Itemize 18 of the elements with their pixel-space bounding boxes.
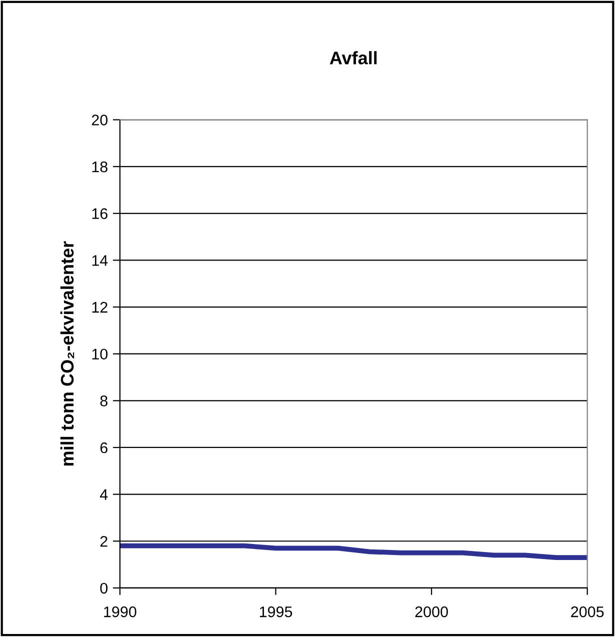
y-tick-label: 20 (92, 114, 108, 126)
x-tick-label: 1995 (260, 606, 292, 618)
y-tick-label: 10 (92, 348, 108, 360)
x-tick-label: 1990 (104, 606, 136, 618)
y-tick-label: 0 (100, 582, 108, 594)
y-tick-label: 2 (100, 536, 108, 547)
y-tick-label: 12 (92, 302, 108, 313)
line-series (120, 543, 588, 560)
y-axis-title: mill tonn CO₂-ekvivalenter (60, 241, 74, 466)
chart-title: Avfall (330, 51, 377, 64)
x-tick-label: 2000 (415, 606, 448, 618)
y-tick-label: 4 (100, 489, 108, 500)
y-tick-label: 6 (100, 442, 108, 454)
y-tick-label: 18 (92, 161, 108, 172)
y-tick-label: 14 (92, 255, 108, 266)
y-tick-label: 16 (92, 208, 108, 220)
x-tick-label: 2005 (571, 606, 604, 618)
y-tick-label: 8 (100, 396, 108, 406)
